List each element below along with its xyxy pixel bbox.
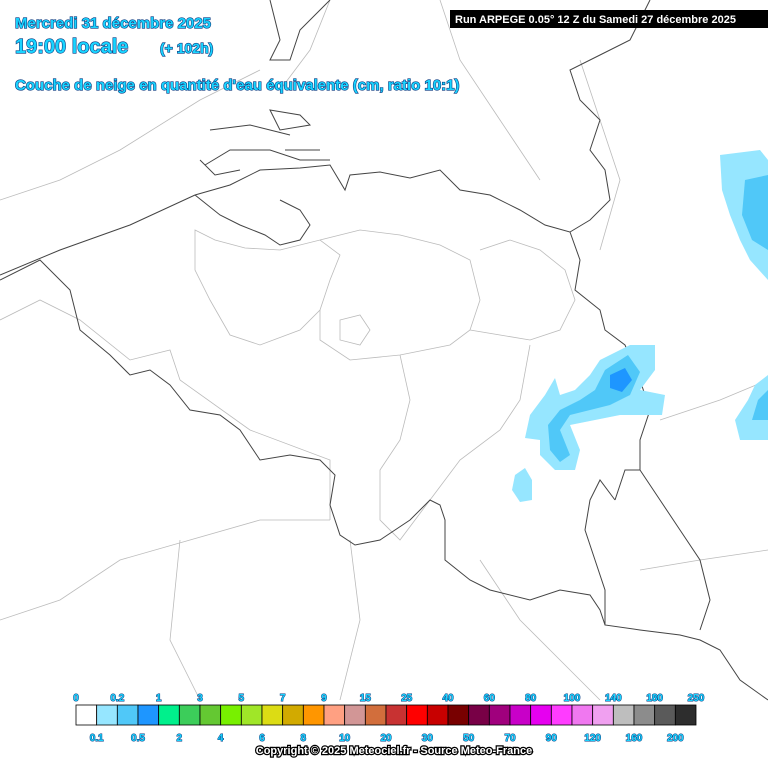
legend-label: 0.2 bbox=[110, 693, 124, 704]
legend-label: 6 bbox=[259, 733, 265, 744]
borders bbox=[0, 0, 768, 701]
legend-swatch bbox=[137, 704, 160, 726]
legend-label: 100 bbox=[564, 693, 581, 704]
legend-swatch bbox=[220, 704, 242, 726]
legend-swatch bbox=[426, 704, 449, 726]
legend-label: 2 bbox=[177, 733, 183, 744]
legend-swatch bbox=[406, 704, 428, 726]
legend-swatch bbox=[674, 704, 697, 726]
legend-label: 140 bbox=[605, 693, 622, 704]
legend-swatch bbox=[385, 704, 408, 726]
legend-swatch bbox=[468, 704, 490, 726]
legend-label: 1 bbox=[156, 693, 162, 704]
legend-swatch bbox=[282, 704, 304, 726]
legend-swatch bbox=[178, 704, 201, 726]
legend-swatch bbox=[199, 704, 222, 726]
lead-time: (+ 102h) bbox=[160, 40, 213, 56]
legend-label: 3 bbox=[197, 693, 203, 704]
legend-label: 50 bbox=[463, 733, 475, 744]
legend-label: 250 bbox=[688, 693, 705, 704]
legend-swatch bbox=[344, 704, 366, 726]
legend: 0 0.1 0.2 0.5 1 2 3 4 5 6 7 8 9 10 15 20 25 30 40 50 60 70 80 9… bbox=[73, 693, 706, 745]
legend-label: 40 bbox=[442, 693, 454, 704]
legend-label: 80 bbox=[525, 693, 537, 704]
legend-label: 0.1 bbox=[90, 733, 104, 744]
legend-swatch bbox=[96, 704, 118, 726]
legend-swatch bbox=[530, 704, 552, 726]
forecast-time: 19:00 locale bbox=[15, 36, 128, 58]
legend-swatch bbox=[116, 704, 139, 726]
legend-swatch bbox=[550, 704, 573, 726]
legend-label: 7 bbox=[280, 693, 286, 704]
legend-swatch bbox=[364, 704, 387, 726]
copyright: Copyright © 2025 Meteociel.fr - Source M… bbox=[256, 745, 532, 757]
legend-swatch bbox=[654, 704, 676, 726]
legend-swatch bbox=[612, 704, 635, 726]
legend-label: 10 bbox=[339, 733, 351, 744]
legend-label: 0.5 bbox=[131, 733, 145, 744]
legend-swatch bbox=[323, 704, 346, 726]
snow-cover bbox=[512, 150, 768, 502]
legend-label: 25 bbox=[401, 693, 413, 704]
legend-swatch bbox=[633, 704, 656, 726]
legend-swatch bbox=[240, 704, 263, 726]
legend-label: 70 bbox=[504, 733, 516, 744]
legend-label: 8 bbox=[301, 733, 307, 744]
legend-swatch bbox=[75, 704, 98, 726]
legend-swatch bbox=[509, 704, 532, 726]
legend-label: 4 bbox=[218, 733, 224, 744]
legend-label: 180 bbox=[646, 693, 663, 704]
field-title: Couche de neige en quantité d'eau équiva… bbox=[15, 77, 460, 94]
legend-swatch bbox=[592, 704, 614, 726]
legend-label: 9 bbox=[321, 693, 327, 704]
legend-label: 120 bbox=[584, 733, 601, 744]
legend-swatch bbox=[488, 704, 511, 726]
legend-swatch bbox=[261, 704, 284, 726]
run-banner bbox=[450, 10, 768, 28]
legend-label: 5 bbox=[239, 693, 245, 704]
run-info: Run ARPEGE 0.05° 12 Z du Samedi 27 décem… bbox=[455, 14, 736, 26]
legend-swatch bbox=[571, 704, 594, 726]
legend-swatch bbox=[447, 704, 470, 726]
legend-label: 160 bbox=[626, 733, 643, 744]
legend-label: 15 bbox=[360, 693, 372, 704]
legend-label: 60 bbox=[484, 693, 496, 704]
legend-label: 0 bbox=[73, 693, 79, 704]
legend-swatch bbox=[158, 704, 180, 726]
legend-label: 200 bbox=[667, 733, 684, 744]
legend-swatch bbox=[302, 704, 325, 726]
legend-label: 90 bbox=[546, 733, 558, 744]
legend-label: 20 bbox=[380, 733, 392, 744]
legend-label: 30 bbox=[422, 733, 434, 744]
forecast-date: Mercredi 31 décembre 2025 bbox=[15, 15, 211, 32]
